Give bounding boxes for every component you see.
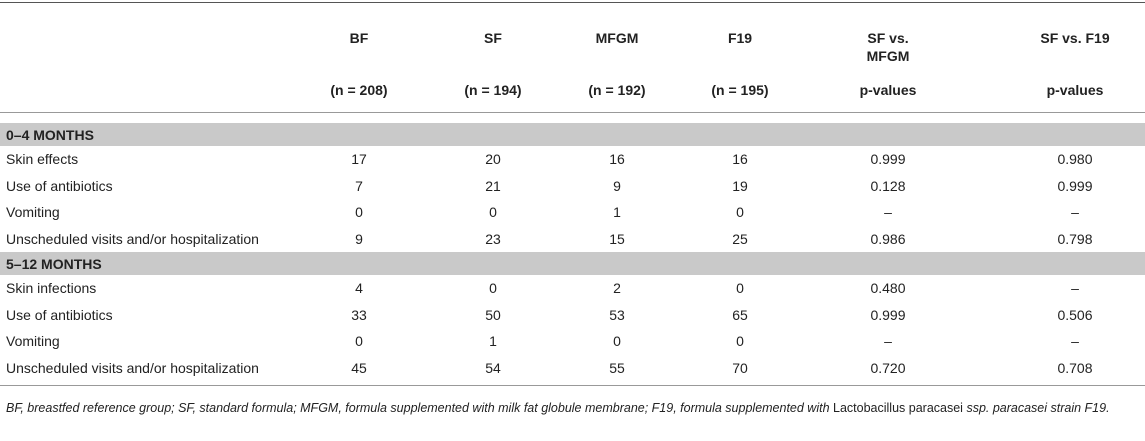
row-label: Unscheduled visits and/or hospitalizatio…	[6, 230, 259, 247]
row-label: Vomiting	[6, 204, 60, 220]
cell: 70	[732, 359, 748, 376]
cell: 21	[485, 177, 501, 194]
row-label: Skin infections	[6, 280, 97, 296]
footnote-text: BF, breastfed reference group; SF, stand…	[6, 401, 834, 415]
cell: 1	[613, 204, 621, 220]
section-bar	[0, 123, 1145, 146]
cell: –	[1071, 204, 1079, 220]
cell: 54	[485, 359, 501, 376]
header-rule	[0, 112, 1145, 113]
column-header: SF vs. F19	[1040, 30, 1110, 46]
cell: 19	[732, 177, 748, 194]
cell: 0	[355, 204, 363, 220]
cell: 17	[351, 151, 367, 167]
cell: 33	[351, 306, 367, 323]
cell: 0.480	[870, 280, 906, 296]
row-label: Use of antibiotics	[6, 306, 113, 323]
cell: 0.708	[1057, 359, 1093, 376]
row-label: Use of antibiotics	[6, 177, 113, 194]
cell: 15	[609, 230, 625, 247]
section-bar	[0, 252, 1145, 275]
cell: 0	[613, 333, 621, 349]
cell: 9	[613, 177, 621, 194]
column-subheader: (n = 194)	[464, 82, 522, 98]
cell: 0	[355, 333, 363, 349]
top-rule	[0, 2, 1145, 3]
column-header: F19	[727, 30, 753, 46]
footnote-species: Lactobacillus paracasei	[833, 401, 963, 415]
cell: 45	[351, 359, 367, 376]
column-subheader: p-values	[1046, 82, 1104, 98]
cell: 4	[355, 280, 363, 296]
cell: 0.128	[870, 177, 906, 194]
column-header: SF vs. MFGM	[866, 30, 910, 64]
row-label: Vomiting	[6, 333, 60, 349]
cell: –	[1071, 280, 1079, 296]
cell: 1	[489, 333, 497, 349]
column-subheader: (n = 208)	[330, 82, 388, 98]
cell: 0.798	[1057, 230, 1093, 247]
column-header: MFGM	[595, 30, 639, 46]
cell: 25	[732, 230, 748, 247]
cell: 55	[609, 359, 625, 376]
cell: 0	[489, 204, 497, 220]
footnote: BF, breastfed reference group; SF, stand…	[6, 398, 1126, 418]
row-label: Unscheduled visits and/or hospitalizatio…	[6, 359, 259, 376]
section-title: 5–12 MONTHS	[6, 256, 102, 272]
cell: 0.980	[1057, 151, 1093, 167]
column-subheader: (n = 195)	[711, 82, 769, 98]
cell: 0.506	[1057, 306, 1093, 323]
cell: 2	[613, 280, 621, 296]
cell: 9	[355, 230, 363, 247]
cell: 0	[736, 280, 744, 296]
row-label: Skin effects	[6, 151, 79, 167]
cell: –	[884, 333, 892, 349]
cell: 0	[489, 280, 497, 296]
cell: 0	[736, 333, 744, 349]
cell: 53	[609, 306, 625, 323]
cell: 23	[485, 230, 501, 247]
column-subheader: (n = 192)	[588, 82, 646, 98]
column-header: SF	[484, 30, 502, 46]
cell: 16	[732, 151, 748, 167]
footnote-text: ssp. paracasei strain F19.	[962, 401, 1110, 415]
cell: 16	[609, 151, 625, 167]
cell: 0.720	[870, 359, 906, 376]
cell: 50	[485, 306, 501, 323]
column-header: BF	[349, 30, 369, 46]
cell: –	[1071, 333, 1079, 349]
bottom-rule	[0, 385, 1145, 386]
cell: 0.999	[870, 306, 906, 323]
column-subheader: p-values	[859, 82, 917, 98]
cell: 7	[355, 177, 363, 194]
section-title: 0–4 MONTHS	[6, 127, 94, 143]
cell: 65	[732, 306, 748, 323]
cell: –	[884, 204, 892, 220]
cell: 0.999	[870, 151, 906, 167]
cell: 0.986	[870, 230, 906, 247]
cell: 20	[485, 151, 501, 167]
cell: 0.999	[1057, 177, 1093, 194]
cell: 0	[736, 204, 744, 220]
